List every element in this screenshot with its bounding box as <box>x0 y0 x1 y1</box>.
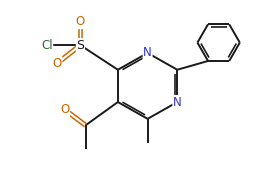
Text: Cl: Cl <box>41 39 53 52</box>
Text: N: N <box>173 96 182 109</box>
Text: O: O <box>60 103 70 116</box>
Text: N: N <box>143 46 152 60</box>
Text: O: O <box>53 57 62 70</box>
Text: O: O <box>76 15 85 28</box>
Text: S: S <box>76 39 84 52</box>
